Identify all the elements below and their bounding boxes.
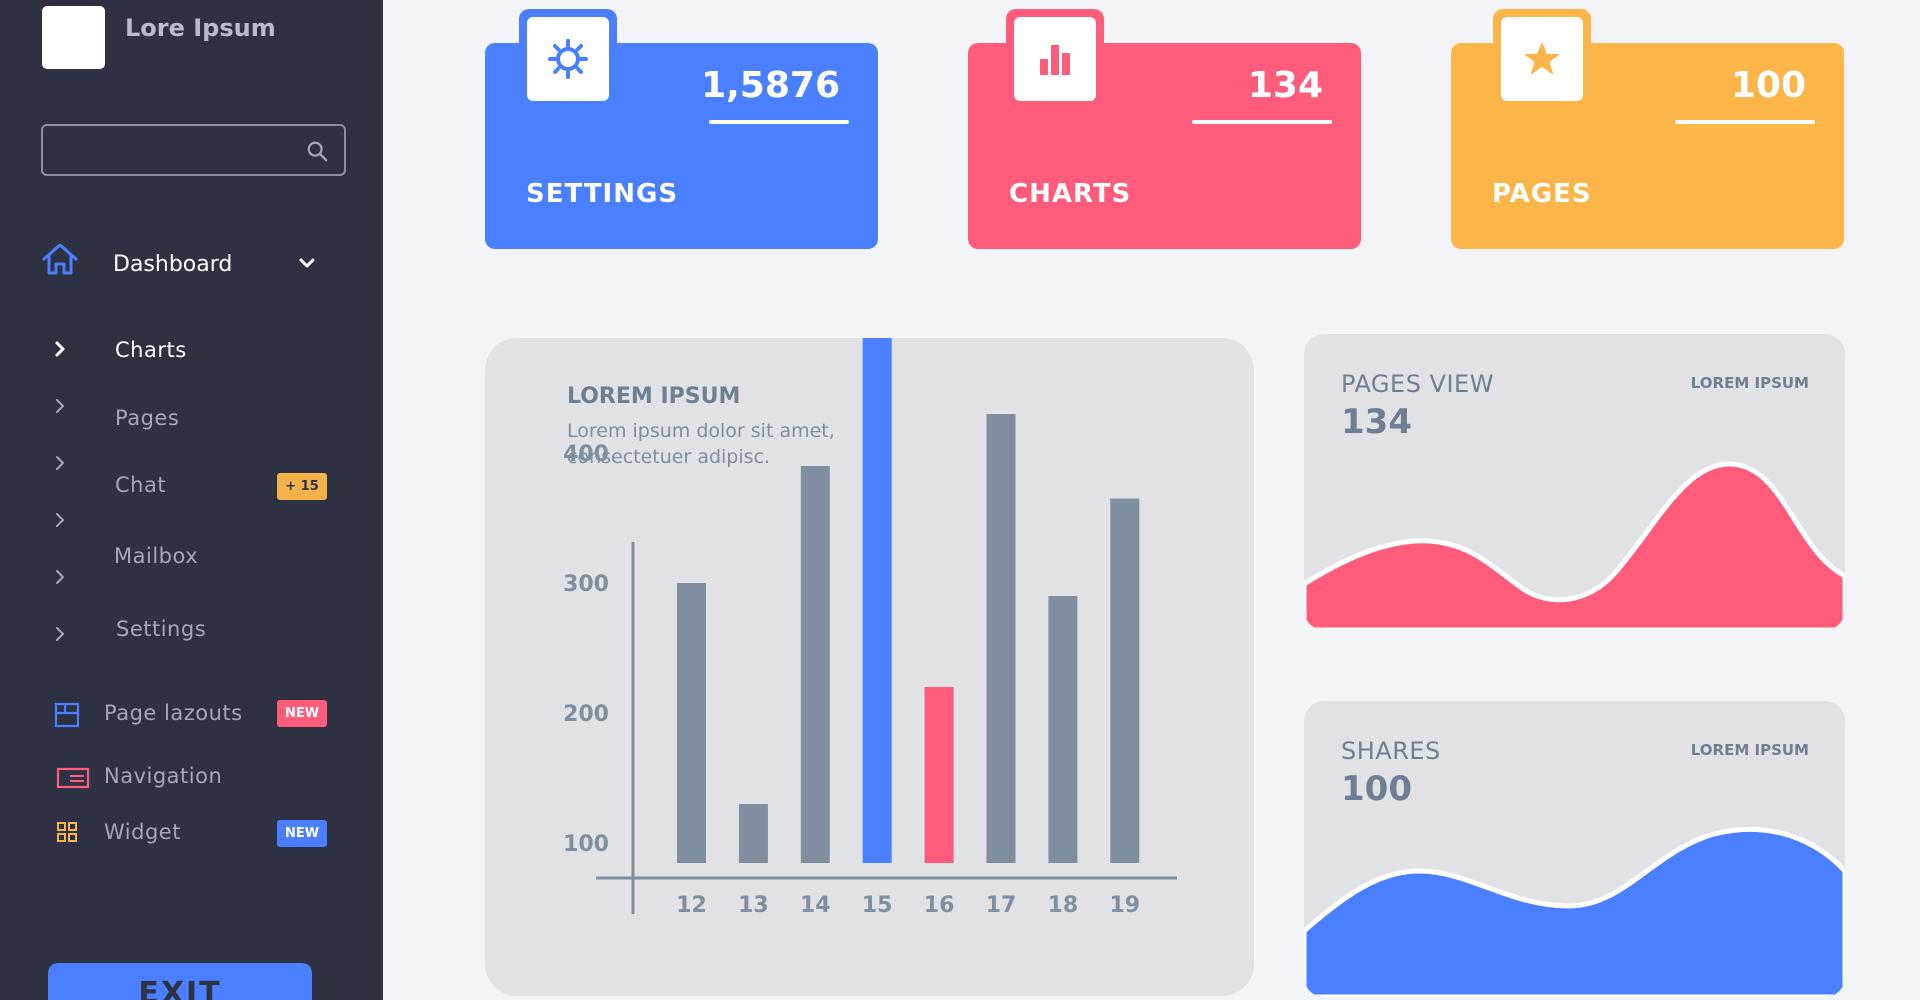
shares-area-chart [1304,826,1845,997]
sidebar-item-pages[interactable]: Pages [115,406,180,430]
pages-view-tag: LOREM IPSUM [1690,374,1809,392]
bar-13 [738,804,768,863]
exit-button[interactable]: EXIT [48,963,312,1000]
navigation-icon [56,767,90,789]
sidebar-item-mailbox[interactable]: Mailbox [114,544,199,568]
bar-chart: 100 200 300 400 12 13 14 15 16 17 18 19 [563,338,1177,918]
divider [1192,120,1332,124]
chevron-right-icon[interactable] [53,397,67,415]
sidebar-item-charts[interactable]: Charts [115,338,187,362]
y-tick-label: 300 [563,572,609,597]
x-tick-label: 16 [924,893,955,918]
bar-chart-icon [1040,45,1070,75]
x-tick-label: 12 [676,893,707,918]
divider [1675,120,1815,124]
bar-18 [1048,596,1078,863]
x-tick-label: 15 [862,893,893,918]
sidebar-item-chat[interactable]: Chat [115,473,167,497]
bar-19 [1110,498,1140,863]
search-box[interactable] [41,124,346,176]
bar-12 [677,583,706,863]
sidebar-item-widget[interactable]: Widget [104,820,181,844]
pages-view-value: 134 [1341,402,1412,442]
shares-tag: LOREM IPSUM [1690,741,1809,759]
chevron-right-icon[interactable] [53,340,67,358]
charts-card[interactable]: 134 CHARTS [968,9,1361,249]
chart-title: LOREM IPSUM [567,384,741,409]
x-tick-label: 14 [800,893,831,918]
layout-icon [54,702,80,728]
shares-panel: SHARES 100 LOREM IPSUM [1304,701,1845,997]
bar-chart-panel: LOREM IPSUM Lorem ipsum dolor sit amet, … [485,338,1254,996]
card-icon-tab [1006,9,1104,109]
nav-dashboard[interactable]: Dashboard [113,252,233,277]
x-tick-label: 13 [738,893,769,918]
gear-icon [548,39,588,79]
charts-title: CHARTS [1009,179,1132,209]
sidebar: Lore Ipsum Dashboard Charts Pages Chat +… [0,0,383,1000]
bar-17 [986,414,1016,863]
pages-value: 100 [1730,65,1806,106]
pages-view-label: PAGES VIEW [1341,370,1494,398]
shares-value: 100 [1341,769,1412,809]
search-input[interactable] [53,134,303,166]
brand-name: Lore Ipsum [125,14,276,42]
sidebar-item-page-layouts[interactable]: Page lazouts [104,701,243,725]
new-badge: NEW [277,700,327,727]
pages-card[interactable]: 100 PAGES [1451,9,1844,249]
x-tick-label: 18 [1048,893,1079,918]
pages-title: PAGES [1492,179,1592,209]
shares-label: SHARES [1341,737,1441,765]
x-tick-label: 19 [1109,893,1140,918]
y-tick-label: 100 [563,832,609,857]
card-icon-tab [1493,9,1591,109]
y-tick-label: 400 [563,442,609,467]
pages-view-area-chart [1304,461,1845,630]
sidebar-item-settings[interactable]: Settings [116,617,207,641]
chat-count-badge: + 15 [277,473,327,500]
x-tick-label: 17 [986,893,1017,918]
search-icon[interactable] [306,140,328,162]
star-icon [1524,42,1560,75]
chevron-right-icon[interactable] [53,625,67,643]
pages-view-panel: PAGES VIEW 134 LOREM IPSUM [1304,334,1845,630]
settings-value: 1,5876 [701,65,840,106]
chart-description: Lorem ipsum dolor sit amet, consectetuer… [567,420,835,468]
bar-14 [800,466,830,863]
home-icon[interactable] [41,242,79,276]
bar-15 [862,338,892,863]
logo [42,6,105,69]
y-tick-label: 200 [563,702,609,727]
pages-view-area [1304,461,1845,630]
chevron-right-icon[interactable] [53,454,67,472]
settings-title: SETTINGS [526,179,679,209]
chevron-right-icon[interactable] [53,568,67,586]
card-icon-tab [519,9,617,109]
new-badge: NEW [277,820,327,847]
charts-value: 134 [1247,65,1323,106]
sidebar-item-navigation[interactable]: Navigation [104,764,223,788]
settings-card[interactable]: 1,5876 SETTINGS [485,9,878,249]
bar-16 [924,687,954,863]
divider [709,120,849,124]
chevron-right-icon[interactable] [53,511,67,529]
chevron-down-icon[interactable] [297,255,317,271]
shares-area [1304,826,1845,997]
widget-grid-icon [57,822,77,842]
